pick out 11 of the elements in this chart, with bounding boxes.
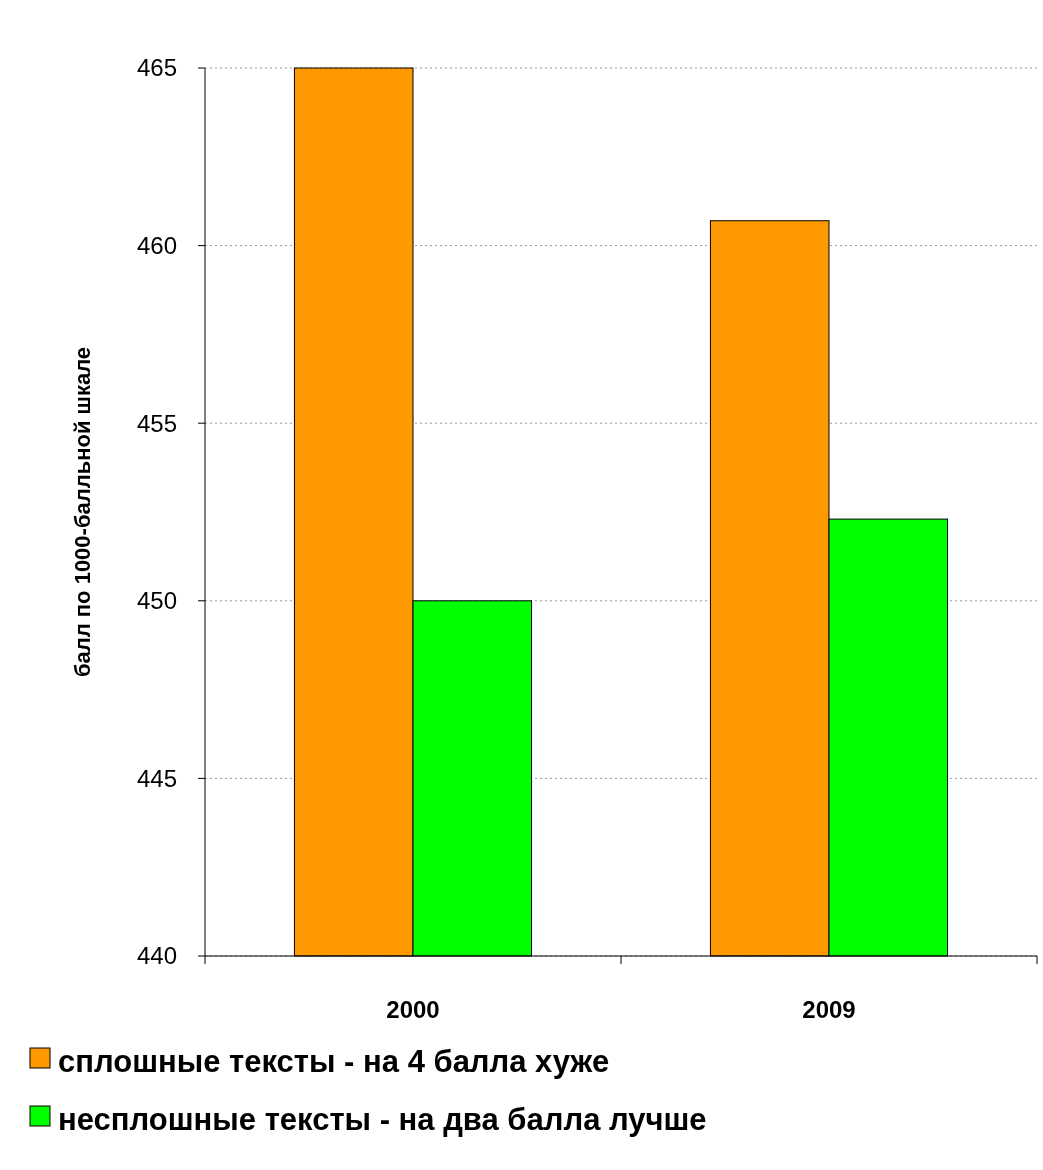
- x-tick-label: 2009: [802, 996, 856, 1023]
- y-tick-label: 445: [136, 764, 177, 792]
- y-tick-label: 440: [136, 942, 177, 970]
- y-tick-label: 460: [136, 232, 177, 259]
- legend-label: несплошные тексты - на два балла лучше: [58, 1101, 707, 1137]
- y-axis-title: балл по 1000-балльной шкале: [70, 346, 95, 678]
- legend-label: сплошные тексты - на 4 балла хуже: [58, 1043, 610, 1079]
- x-tick-label: 2000: [386, 996, 440, 1023]
- y-tick-label: 455: [136, 409, 177, 437]
- y-tick-label: 450: [136, 587, 177, 615]
- y-tick-label: 465: [136, 54, 177, 82]
